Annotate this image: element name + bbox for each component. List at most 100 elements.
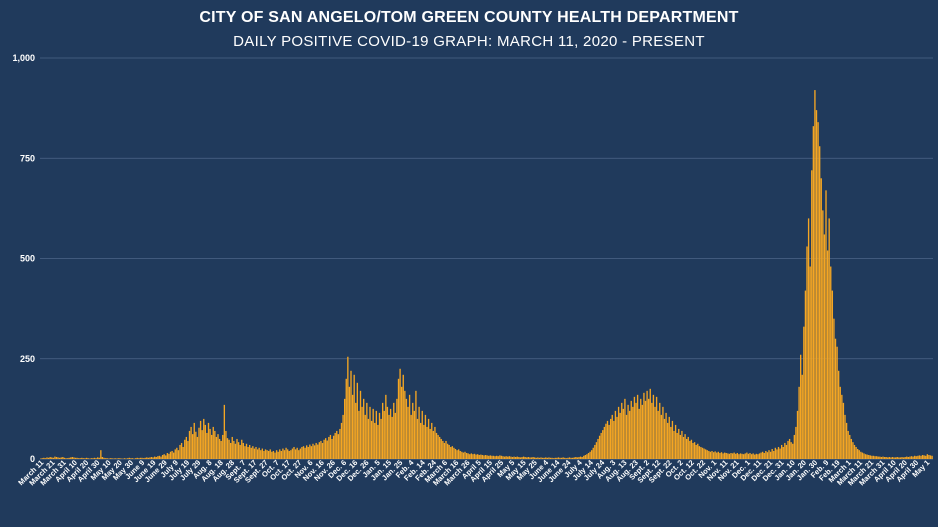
bar (306, 445, 308, 459)
bar (874, 456, 876, 459)
bar (852, 442, 854, 459)
bar (484, 454, 487, 459)
bar (399, 368, 401, 459)
bar (136, 457, 138, 459)
bar (902, 457, 905, 459)
bar (52, 457, 55, 459)
bar (135, 458, 137, 459)
bar (372, 408, 374, 460)
y-tick-label: 1,000 (12, 53, 35, 63)
bar (282, 448, 284, 459)
bar (781, 444, 783, 459)
bar (554, 457, 556, 459)
bar (573, 457, 575, 459)
bar (784, 442, 786, 459)
bar (279, 449, 281, 459)
bar (795, 426, 797, 459)
bar (287, 449, 289, 459)
bar (815, 110, 818, 459)
bar (469, 454, 471, 459)
bar (627, 404, 629, 459)
bar (700, 446, 702, 459)
bar (313, 445, 316, 459)
bar (500, 455, 503, 459)
bar (720, 452, 723, 459)
bar (321, 442, 324, 459)
bar (386, 406, 389, 459)
bar (209, 428, 211, 459)
bar (861, 452, 864, 459)
bar (334, 432, 336, 459)
bar (421, 410, 423, 459)
bar (551, 457, 553, 459)
bar (855, 446, 857, 459)
bar (93, 457, 96, 459)
bar (142, 458, 145, 459)
bar (434, 426, 436, 459)
bar (272, 450, 275, 459)
bar (54, 456, 56, 459)
bar (325, 438, 327, 459)
bar (925, 455, 927, 459)
bar (822, 210, 824, 459)
bar (817, 122, 819, 459)
bar (660, 414, 663, 459)
bar (388, 414, 390, 459)
bar (496, 455, 498, 459)
bar (424, 414, 427, 459)
bar (727, 453, 729, 459)
bar (95, 458, 97, 459)
bar (869, 455, 872, 459)
bar (339, 428, 341, 459)
bar (638, 408, 640, 460)
bar (692, 442, 694, 459)
bar (358, 410, 360, 459)
bar (340, 422, 343, 459)
bar (587, 452, 590, 459)
bar (725, 452, 727, 459)
bar (237, 442, 240, 459)
bar (98, 457, 100, 459)
bar (754, 454, 756, 459)
bar (389, 408, 392, 460)
bar (473, 453, 476, 459)
bar (179, 444, 181, 459)
bar (697, 443, 699, 459)
bar (442, 440, 444, 459)
bar (347, 356, 349, 459)
bar (847, 430, 849, 459)
bar (750, 454, 753, 459)
bar (833, 318, 835, 459)
bar (735, 453, 737, 459)
bar (451, 446, 454, 459)
bar (678, 428, 680, 459)
bar (144, 457, 146, 459)
bar (724, 452, 726, 459)
bar (909, 456, 911, 459)
bar (402, 374, 404, 459)
bar (185, 436, 188, 459)
bar (431, 422, 433, 459)
bar (605, 423, 607, 459)
bar (872, 455, 875, 459)
bar (757, 454, 759, 459)
bar (154, 456, 156, 459)
bar (527, 457, 530, 459)
bar (790, 442, 792, 459)
bar (459, 450, 461, 459)
bar (478, 454, 480, 459)
bar (621, 402, 623, 459)
bar (263, 450, 265, 459)
bar (914, 455, 916, 459)
bar (671, 420, 674, 459)
bar (350, 370, 352, 459)
bar (545, 457, 547, 459)
bar (763, 452, 765, 459)
bar (367, 418, 370, 459)
bar (412, 402, 414, 459)
bar (779, 448, 781, 459)
bar (114, 458, 116, 459)
bar (617, 406, 620, 459)
bar (575, 457, 577, 459)
bar (87, 458, 89, 459)
